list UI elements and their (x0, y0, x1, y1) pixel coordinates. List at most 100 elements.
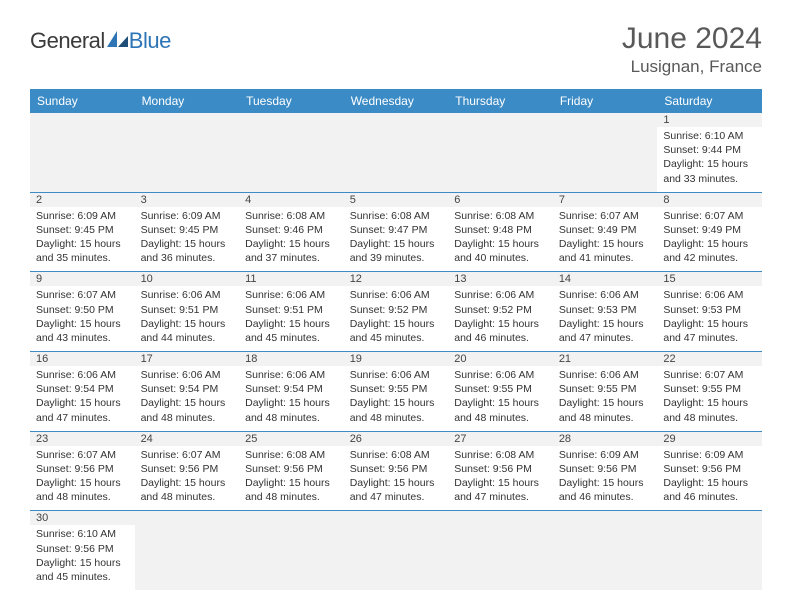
calendar-cell: 4Sunrise: 6:08 AMSunset: 9:46 PMDaylight… (239, 192, 344, 272)
sunset-line: Sunset: 9:50 PM (36, 303, 129, 317)
calendar-page: General Blue June 2024 Lusignan, France … (0, 0, 792, 600)
day-number: 4 (239, 193, 344, 207)
daylight-line: Daylight: 15 hours (454, 317, 547, 331)
day-number: 8 (657, 193, 762, 207)
daylight-line: and 37 minutes. (245, 251, 338, 265)
day-number: 24 (135, 432, 240, 446)
calendar-cell: 29Sunrise: 6:09 AMSunset: 9:56 PMDayligh… (657, 431, 762, 511)
daylight-line: Daylight: 15 hours (245, 476, 338, 490)
daylight-line: Daylight: 15 hours (36, 396, 129, 410)
sail-icon (105, 29, 131, 54)
sunset-line: Sunset: 9:45 PM (36, 223, 129, 237)
daylight-line: Daylight: 15 hours (663, 317, 756, 331)
calendar-cell: 26Sunrise: 6:08 AMSunset: 9:56 PMDayligh… (344, 431, 449, 511)
sunrise-line: Sunrise: 6:09 AM (559, 448, 652, 462)
daylight-line: and 48 minutes. (245, 411, 338, 425)
daylight-line: Daylight: 15 hours (559, 396, 652, 410)
day-number: 29 (657, 432, 762, 446)
calendar-cell: 1Sunrise: 6:10 AMSunset: 9:44 PMDaylight… (657, 113, 762, 192)
daylight-line: and 47 minutes. (454, 490, 547, 504)
day-header-row: Sunday Monday Tuesday Wednesday Thursday… (30, 89, 762, 113)
sunrise-line: Sunrise: 6:08 AM (350, 209, 443, 223)
sunset-line: Sunset: 9:56 PM (663, 462, 756, 476)
day-number: 5 (344, 193, 449, 207)
calendar-cell: 12Sunrise: 6:06 AMSunset: 9:52 PMDayligh… (344, 272, 449, 352)
daylight-line: Daylight: 15 hours (245, 317, 338, 331)
sunset-line: Sunset: 9:52 PM (350, 303, 443, 317)
daylight-line: Daylight: 15 hours (36, 476, 129, 490)
sunset-line: Sunset: 9:49 PM (663, 223, 756, 237)
daylight-line: and 33 minutes. (663, 172, 756, 186)
calendar-cell-empty (239, 511, 344, 590)
sunset-line: Sunset: 9:56 PM (36, 462, 129, 476)
day-number: 21 (553, 352, 658, 366)
daylight-line: and 45 minutes. (350, 331, 443, 345)
calendar-cell-empty (135, 511, 240, 590)
daylight-line: and 44 minutes. (141, 331, 234, 345)
day-number: 6 (448, 193, 553, 207)
sunrise-line: Sunrise: 6:08 AM (454, 209, 547, 223)
daylight-line: and 46 minutes. (454, 331, 547, 345)
sunset-line: Sunset: 9:56 PM (350, 462, 443, 476)
calendar-cell: 23Sunrise: 6:07 AMSunset: 9:56 PMDayligh… (30, 431, 135, 511)
calendar-cell: 25Sunrise: 6:08 AMSunset: 9:56 PMDayligh… (239, 431, 344, 511)
calendar-cell-empty (135, 113, 240, 192)
sunset-line: Sunset: 9:56 PM (36, 542, 129, 556)
dayhead-sat: Saturday (657, 89, 762, 113)
dayhead-tue: Tuesday (239, 89, 344, 113)
location-label: Lusignan, France (622, 57, 762, 77)
calendar-cell-empty (553, 511, 658, 590)
day-number: 19 (344, 352, 449, 366)
day-number: 12 (344, 272, 449, 286)
sunrise-line: Sunrise: 6:06 AM (559, 288, 652, 302)
day-number: 30 (30, 511, 135, 525)
sunrise-line: Sunrise: 6:10 AM (663, 129, 756, 143)
daylight-line: Daylight: 15 hours (36, 237, 129, 251)
calendar-week: 1Sunrise: 6:10 AMSunset: 9:44 PMDaylight… (30, 113, 762, 192)
calendar-cell: 9Sunrise: 6:07 AMSunset: 9:50 PMDaylight… (30, 272, 135, 352)
calendar-cell-empty (448, 511, 553, 590)
day-number: 14 (553, 272, 658, 286)
sunrise-line: Sunrise: 6:08 AM (245, 209, 338, 223)
calendar-cell-empty (344, 113, 449, 192)
day-number: 18 (239, 352, 344, 366)
sunrise-line: Sunrise: 6:06 AM (454, 288, 547, 302)
calendar-cell: 17Sunrise: 6:06 AMSunset: 9:54 PMDayligh… (135, 352, 240, 432)
sunrise-line: Sunrise: 6:08 AM (454, 448, 547, 462)
calendar-cell: 3Sunrise: 6:09 AMSunset: 9:45 PMDaylight… (135, 192, 240, 272)
daylight-line: Daylight: 15 hours (245, 237, 338, 251)
dayhead-mon: Monday (135, 89, 240, 113)
daylight-line: Daylight: 15 hours (663, 396, 756, 410)
daylight-line: and 46 minutes. (559, 490, 652, 504)
sunset-line: Sunset: 9:45 PM (141, 223, 234, 237)
daylight-line: Daylight: 15 hours (141, 237, 234, 251)
daylight-line: Daylight: 15 hours (559, 317, 652, 331)
sunrise-line: Sunrise: 6:06 AM (245, 288, 338, 302)
calendar-cell: 16Sunrise: 6:06 AMSunset: 9:54 PMDayligh… (30, 352, 135, 432)
calendar-cell: 24Sunrise: 6:07 AMSunset: 9:56 PMDayligh… (135, 431, 240, 511)
sunrise-line: Sunrise: 6:07 AM (559, 209, 652, 223)
sunset-line: Sunset: 9:55 PM (350, 382, 443, 396)
day-number: 3 (135, 193, 240, 207)
day-number: 11 (239, 272, 344, 286)
daylight-line: Daylight: 15 hours (454, 476, 547, 490)
daylight-line: and 48 minutes. (559, 411, 652, 425)
daylight-line: Daylight: 15 hours (141, 396, 234, 410)
sunset-line: Sunset: 9:55 PM (663, 382, 756, 396)
sunrise-line: Sunrise: 6:07 AM (36, 448, 129, 462)
calendar-week: 16Sunrise: 6:06 AMSunset: 9:54 PMDayligh… (30, 352, 762, 432)
calendar-cell: 21Sunrise: 6:06 AMSunset: 9:55 PMDayligh… (553, 352, 658, 432)
sunrise-line: Sunrise: 6:06 AM (663, 288, 756, 302)
day-number: 28 (553, 432, 658, 446)
calendar-week: 30Sunrise: 6:10 AMSunset: 9:56 PMDayligh… (30, 511, 762, 590)
sunrise-line: Sunrise: 6:06 AM (141, 288, 234, 302)
daylight-line: and 48 minutes. (454, 411, 547, 425)
sunrise-line: Sunrise: 6:07 AM (36, 288, 129, 302)
daylight-line: and 47 minutes. (36, 411, 129, 425)
sunrise-line: Sunrise: 6:06 AM (350, 288, 443, 302)
sunrise-line: Sunrise: 6:06 AM (559, 368, 652, 382)
daylight-line: and 36 minutes. (141, 251, 234, 265)
daylight-line: Daylight: 15 hours (663, 237, 756, 251)
calendar-cell-empty (239, 113, 344, 192)
day-number: 15 (657, 272, 762, 286)
